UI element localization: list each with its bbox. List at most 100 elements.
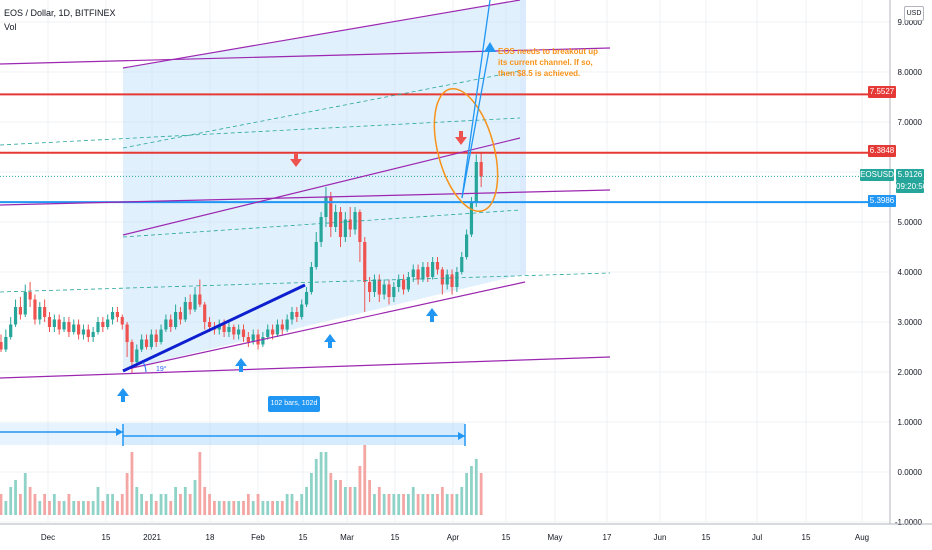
volume-bar <box>222 501 226 515</box>
volume-bar <box>91 501 95 515</box>
volume-bar <box>460 487 464 515</box>
projection-strip <box>520 0 526 275</box>
volume-bar <box>203 487 207 515</box>
candle-body <box>120 317 124 325</box>
candle-body <box>33 299 37 320</box>
volume-bar <box>421 494 425 515</box>
highlight-ellipse <box>433 87 499 213</box>
price-axis-tick: 3.0000 <box>898 318 923 327</box>
candle-body <box>86 329 90 337</box>
price-axis: 9.00008.00007.00006.00005.00004.00003.00… <box>889 0 923 527</box>
volume-bar <box>402 494 405 515</box>
angle-arc <box>142 361 147 373</box>
volume-bar <box>227 501 231 515</box>
date-range-zone-left <box>0 423 123 445</box>
candle-body <box>275 324 280 335</box>
candle-body <box>460 257 464 272</box>
volume-bar <box>411 487 415 515</box>
price-axis-tick: 4.0000 <box>898 268 923 277</box>
range-arrowhead <box>458 432 465 440</box>
candle-body <box>372 279 377 292</box>
candle-body <box>440 269 444 285</box>
candle-body <box>401 279 406 290</box>
symbol-price-tag: EOSUSD <box>860 169 894 181</box>
volume-bar <box>465 473 468 515</box>
price-tag-7-5527: 7.5527 <box>868 86 896 98</box>
candle-body <box>431 262 435 277</box>
volume-bar <box>77 501 80 515</box>
volume-bar <box>266 501 270 515</box>
candle-body <box>435 262 440 270</box>
volume-bar <box>329 473 333 515</box>
volume-bar <box>450 494 454 515</box>
candle-body <box>406 277 410 290</box>
volume-bar <box>285 494 289 515</box>
candle-body <box>329 197 333 227</box>
volume-bar <box>470 466 473 515</box>
time-axis-tick: 2021 <box>143 533 161 542</box>
candle-body <box>474 162 478 202</box>
candle-body <box>358 212 362 242</box>
projection-arrowhead <box>484 42 496 52</box>
candle-body <box>246 337 250 342</box>
candle-body <box>91 332 95 337</box>
date-range-label: 102 bars, 102d <box>268 396 320 412</box>
volume-bar <box>271 501 274 515</box>
volume-bar <box>377 487 381 515</box>
price-axis-tick: 9.0000 <box>898 18 923 27</box>
candle-body <box>125 324 129 342</box>
candle-body <box>149 334 153 347</box>
volume-bar <box>407 494 410 515</box>
volume-bar <box>416 494 420 515</box>
candle-body <box>28 292 32 300</box>
candle-body <box>57 319 61 330</box>
candle-body <box>309 267 313 292</box>
projection-path <box>461 44 491 199</box>
uptrend-line <box>122 283 306 373</box>
volume-bar <box>154 501 158 515</box>
volume-bar <box>82 501 85 515</box>
time-axis-tick: Dec <box>41 533 55 542</box>
candle-body <box>23 292 27 315</box>
volume-bars <box>0 445 483 515</box>
up-arrow-icon <box>235 358 247 372</box>
dashed-median-line <box>122 209 521 238</box>
time-axis-tick: 15 <box>102 533 111 542</box>
volume-bar <box>237 501 241 515</box>
currency-button[interactable]: USD <box>904 6 924 21</box>
candle-body <box>411 269 415 277</box>
candle-body <box>465 234 469 257</box>
time-axis-tick: 18 <box>206 533 215 542</box>
price-axis-tick: 7.0000 <box>898 118 923 127</box>
candle-body <box>397 279 401 287</box>
candle-body <box>319 217 323 242</box>
candle-body <box>251 334 255 342</box>
volume-bar <box>242 501 245 515</box>
volume-bar <box>353 487 357 515</box>
channel-line <box>0 356 611 379</box>
time-axis-tick: 17 <box>603 533 612 542</box>
candle-body <box>353 212 357 230</box>
date-range-zone <box>123 423 465 445</box>
volume-bar <box>145 501 148 515</box>
time-axis-tick: 15 <box>391 533 400 542</box>
volume-bar <box>348 487 352 515</box>
volume-bar <box>479 473 483 515</box>
volume-bar <box>368 480 371 515</box>
up-arrow-icon <box>426 308 438 322</box>
volume-bar <box>125 473 129 515</box>
candle-body <box>222 324 226 332</box>
volume-bar <box>135 487 139 515</box>
candle-body <box>241 329 246 337</box>
volume-bar <box>397 494 401 515</box>
price-axis-tick: -1.0000 <box>895 518 923 527</box>
volume-bar <box>314 459 318 515</box>
volume-bar <box>96 487 100 515</box>
time-axis-tick: 15 <box>299 533 308 542</box>
volume-bar <box>169 501 173 515</box>
candle-body <box>455 272 459 287</box>
volume-bar <box>276 501 279 515</box>
volume-bar <box>38 501 42 515</box>
volume-bar <box>300 494 304 515</box>
